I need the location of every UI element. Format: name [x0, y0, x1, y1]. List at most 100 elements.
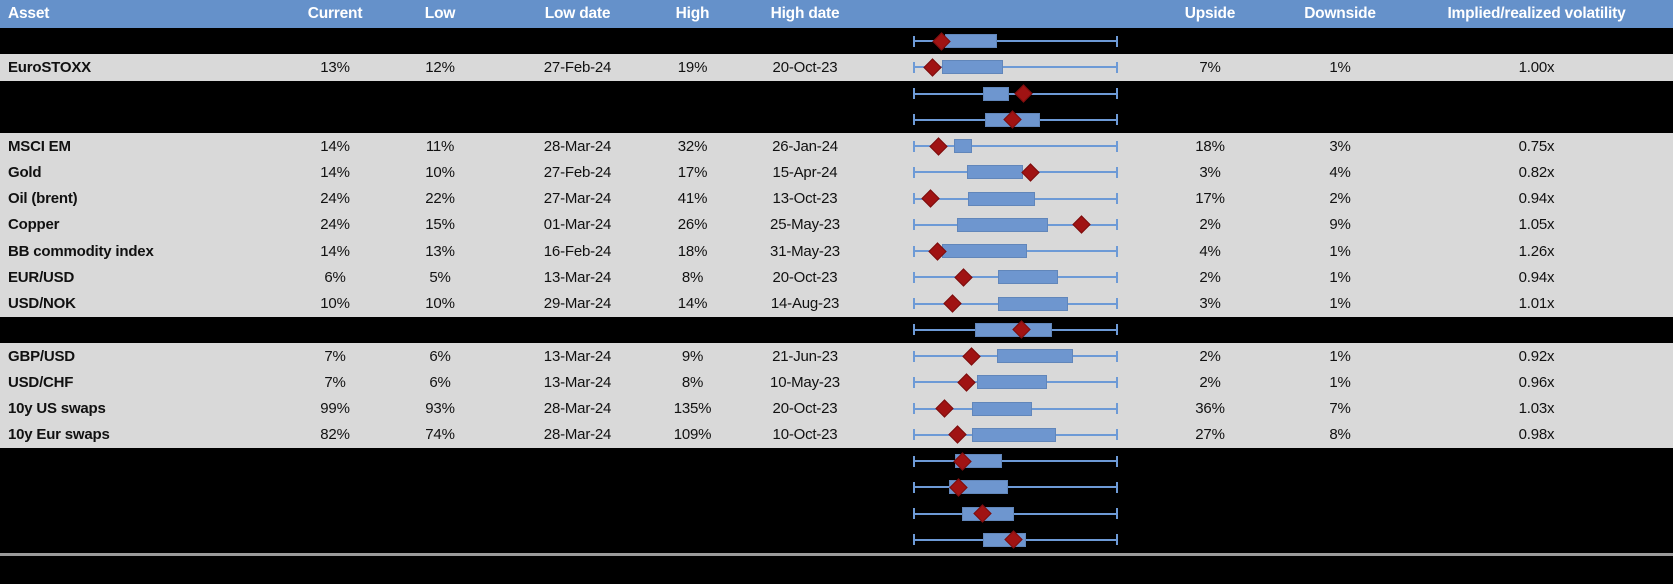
cell-downside[interactable]: 9%	[1329, 216, 1351, 234]
cell-asset[interactable]: EuroSTOXX	[8, 58, 91, 76]
cell-high_date[interactable]: 20-Oct-23	[772, 268, 838, 286]
cell-low_date[interactable]: 28-Mar-24	[543, 400, 612, 418]
cell-high[interactable]: 14%	[677, 295, 708, 313]
cell-implied[interactable]: 1.01x	[1518, 295, 1555, 313]
cell-low_date[interactable]: 13-Mar-24	[543, 268, 612, 286]
cell-upside[interactable]: 3%	[1199, 295, 1221, 313]
cell-asset[interactable]: Gold	[8, 163, 42, 181]
cell-downside[interactable]: 1%	[1329, 268, 1351, 286]
cell-implied[interactable]: 0.94x	[1518, 268, 1555, 286]
cell-current[interactable]: 14%	[320, 137, 350, 155]
cell-current[interactable]: 99%	[320, 400, 350, 418]
cell-implied[interactable]: 0.75x	[1518, 137, 1555, 155]
cell-implied[interactable]: 0.82x	[1518, 163, 1555, 181]
cell-downside[interactable]: 1%	[1329, 58, 1351, 76]
cell-downside[interactable]: 1%	[1329, 295, 1351, 313]
cell-asset[interactable]: USD/NOK	[8, 295, 76, 313]
cell-asset[interactable]: GBP/USD	[8, 347, 75, 365]
cell-upside[interactable]: 4%	[1199, 242, 1221, 260]
header-downside[interactable]: Downside	[1304, 5, 1376, 22]
cell-implied[interactable]: 1.26x	[1518, 242, 1555, 260]
cell-downside[interactable]: 1%	[1329, 242, 1351, 260]
cell-upside[interactable]: 2%	[1199, 268, 1221, 286]
cell-high[interactable]: 9%	[681, 347, 704, 365]
cell-low[interactable]: 12%	[425, 58, 455, 76]
cell-asset[interactable]: EUR/USD	[8, 268, 75, 286]
cell-current[interactable]: 24%	[320, 216, 350, 234]
cell-asset[interactable]: 10y US swaps	[8, 400, 106, 418]
cell-low_date[interactable]: 28-Mar-24	[543, 137, 612, 155]
cell-high[interactable]: 19%	[677, 58, 708, 76]
cell-downside[interactable]: 1%	[1329, 373, 1351, 391]
cell-current[interactable]: 24%	[320, 190, 350, 208]
cell-low[interactable]: 5%	[429, 268, 451, 286]
cell-high_date[interactable]: 10-May-23	[770, 373, 840, 391]
cell-current[interactable]: 10%	[320, 295, 350, 313]
cell-high[interactable]: 32%	[677, 137, 708, 155]
cell-high_date[interactable]: 20-Oct-23	[772, 58, 838, 76]
cell-high_date[interactable]: 14-Aug-23	[770, 295, 840, 313]
cell-upside[interactable]: 2%	[1199, 373, 1221, 391]
cell-downside[interactable]: 7%	[1329, 400, 1351, 418]
cell-low_date[interactable]: 01-Mar-24	[543, 216, 612, 234]
header-asset[interactable]: Asset	[8, 5, 50, 22]
cell-current[interactable]: 13%	[320, 58, 350, 76]
cell-asset[interactable]: BB commodity index	[8, 242, 154, 260]
cell-implied[interactable]: 0.92x	[1518, 347, 1555, 365]
header-low[interactable]: Low	[424, 5, 456, 22]
cell-current[interactable]: 7%	[324, 373, 346, 391]
cell-upside[interactable]: 17%	[1195, 190, 1225, 208]
cell-implied[interactable]: 0.98x	[1518, 426, 1555, 444]
cell-downside[interactable]: 8%	[1329, 426, 1351, 444]
cell-low[interactable]: 22%	[425, 190, 455, 208]
cell-high_date[interactable]: 13-Oct-23	[772, 190, 838, 208]
cell-high_date[interactable]: 15-Apr-24	[772, 163, 838, 181]
cell-high_date[interactable]: 10-Oct-23	[772, 426, 838, 444]
cell-low[interactable]: 6%	[429, 347, 451, 365]
cell-low[interactable]: 74%	[425, 426, 455, 444]
cell-low[interactable]: 6%	[429, 373, 451, 391]
cell-upside[interactable]: 2%	[1199, 216, 1221, 234]
cell-high_date[interactable]: 20-Oct-23	[772, 400, 838, 418]
cell-high[interactable]: 41%	[677, 190, 708, 208]
cell-upside[interactable]: 2%	[1199, 347, 1221, 365]
cell-current[interactable]: 6%	[324, 268, 346, 286]
cell-current[interactable]: 82%	[320, 426, 350, 444]
cell-high_date[interactable]: 21-Jun-23	[772, 347, 838, 365]
cell-high_date[interactable]: 26-Jan-24	[772, 137, 838, 155]
cell-downside[interactable]: 4%	[1329, 163, 1351, 181]
cell-implied[interactable]: 1.05x	[1518, 216, 1555, 234]
cell-implied[interactable]: 0.94x	[1518, 190, 1555, 208]
cell-low_date[interactable]: 28-Mar-24	[543, 426, 612, 444]
cell-low[interactable]: 10%	[425, 295, 455, 313]
cell-implied[interactable]: 1.03x	[1518, 400, 1555, 418]
cell-high[interactable]: 135%	[673, 400, 712, 418]
cell-low[interactable]: 11%	[425, 137, 455, 155]
cell-high[interactable]: 8%	[681, 373, 704, 391]
cell-high[interactable]: 17%	[677, 163, 708, 181]
header-implied[interactable]: Implied/realized volatility	[1447, 5, 1626, 22]
cell-upside[interactable]: 7%	[1199, 58, 1221, 76]
cell-asset[interactable]: USD/CHF	[8, 373, 74, 391]
cell-low_date[interactable]: 27-Feb-24	[543, 163, 612, 181]
cell-high_date[interactable]: 31-May-23	[770, 242, 840, 260]
cell-asset[interactable]: Copper	[8, 216, 60, 234]
cell-asset[interactable]: 10y Eur swaps	[8, 426, 110, 444]
cell-low[interactable]: 93%	[425, 400, 455, 418]
cell-low_date[interactable]: 13-Mar-24	[543, 373, 612, 391]
cell-high_date[interactable]: 25-May-23	[770, 216, 840, 234]
cell-current[interactable]: 7%	[324, 347, 346, 365]
cell-upside[interactable]: 18%	[1195, 137, 1225, 155]
cell-implied[interactable]: 1.00x	[1518, 58, 1555, 76]
cell-high[interactable]: 109%	[673, 426, 712, 444]
cell-high[interactable]: 26%	[677, 216, 708, 234]
header-high[interactable]: High	[675, 5, 710, 22]
cell-upside[interactable]: 36%	[1195, 400, 1225, 418]
header-current[interactable]: Current	[307, 5, 363, 22]
cell-current[interactable]: 14%	[320, 163, 350, 181]
cell-downside[interactable]: 3%	[1329, 137, 1351, 155]
header-high_date[interactable]: High date	[770, 5, 840, 22]
cell-implied[interactable]: 0.96x	[1518, 373, 1555, 391]
cell-current[interactable]: 14%	[320, 242, 350, 260]
cell-low[interactable]: 10%	[425, 163, 455, 181]
